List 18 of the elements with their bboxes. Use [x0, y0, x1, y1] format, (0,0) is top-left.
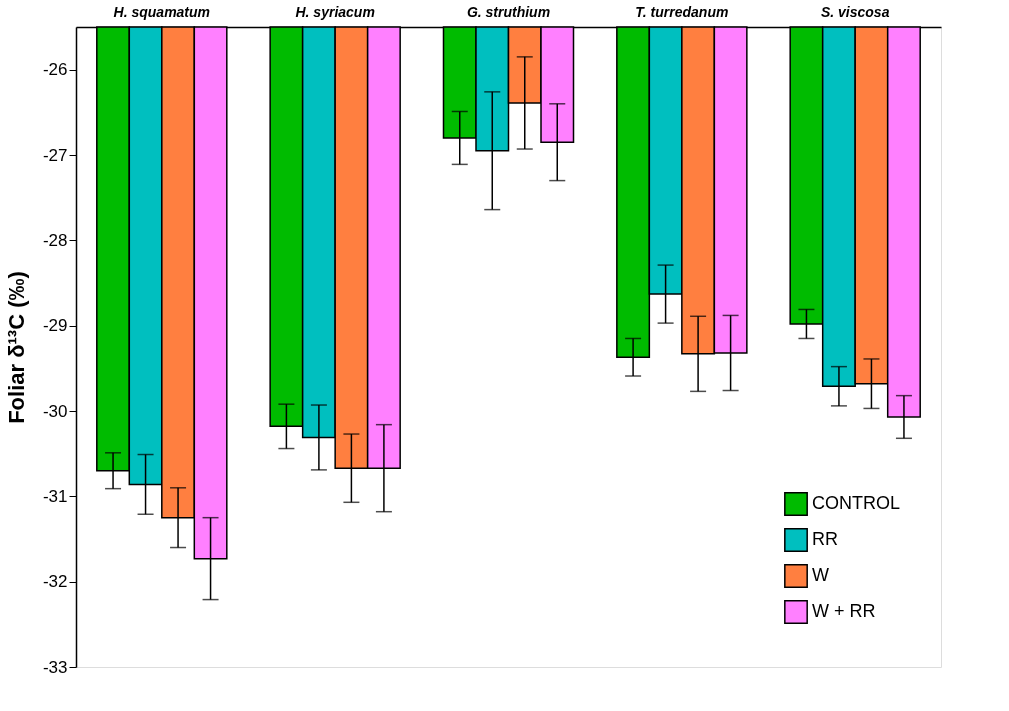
y-tick-label: -29 [42, 316, 68, 336]
legend-label: W + RR [812, 601, 876, 621]
y-tick-label: -32 [42, 572, 68, 592]
y-tick-label: -28 [42, 230, 68, 250]
legend-label: CONTROL [812, 493, 901, 513]
x-tick-label: G. struthium [466, 3, 551, 20]
x-tick-label: T. turredanum [635, 3, 729, 20]
legend-label: RR [812, 529, 838, 549]
x-tick-label: S. viscosa [820, 3, 890, 20]
y-axis-title: Foliar δ¹³C (‰) [3, 271, 29, 424]
x-tick-label: H. syriacum [295, 3, 375, 20]
legend-label: W [812, 565, 829, 585]
y-tick-label: -27 [42, 145, 68, 165]
y-tick-label: -26 [42, 60, 68, 80]
y-tick-label: -30 [42, 401, 68, 421]
y-tick-label: -31 [42, 486, 68, 506]
y-tick-label: -33 [42, 657, 68, 677]
x-tick-label: H. squamatum [113, 3, 211, 20]
